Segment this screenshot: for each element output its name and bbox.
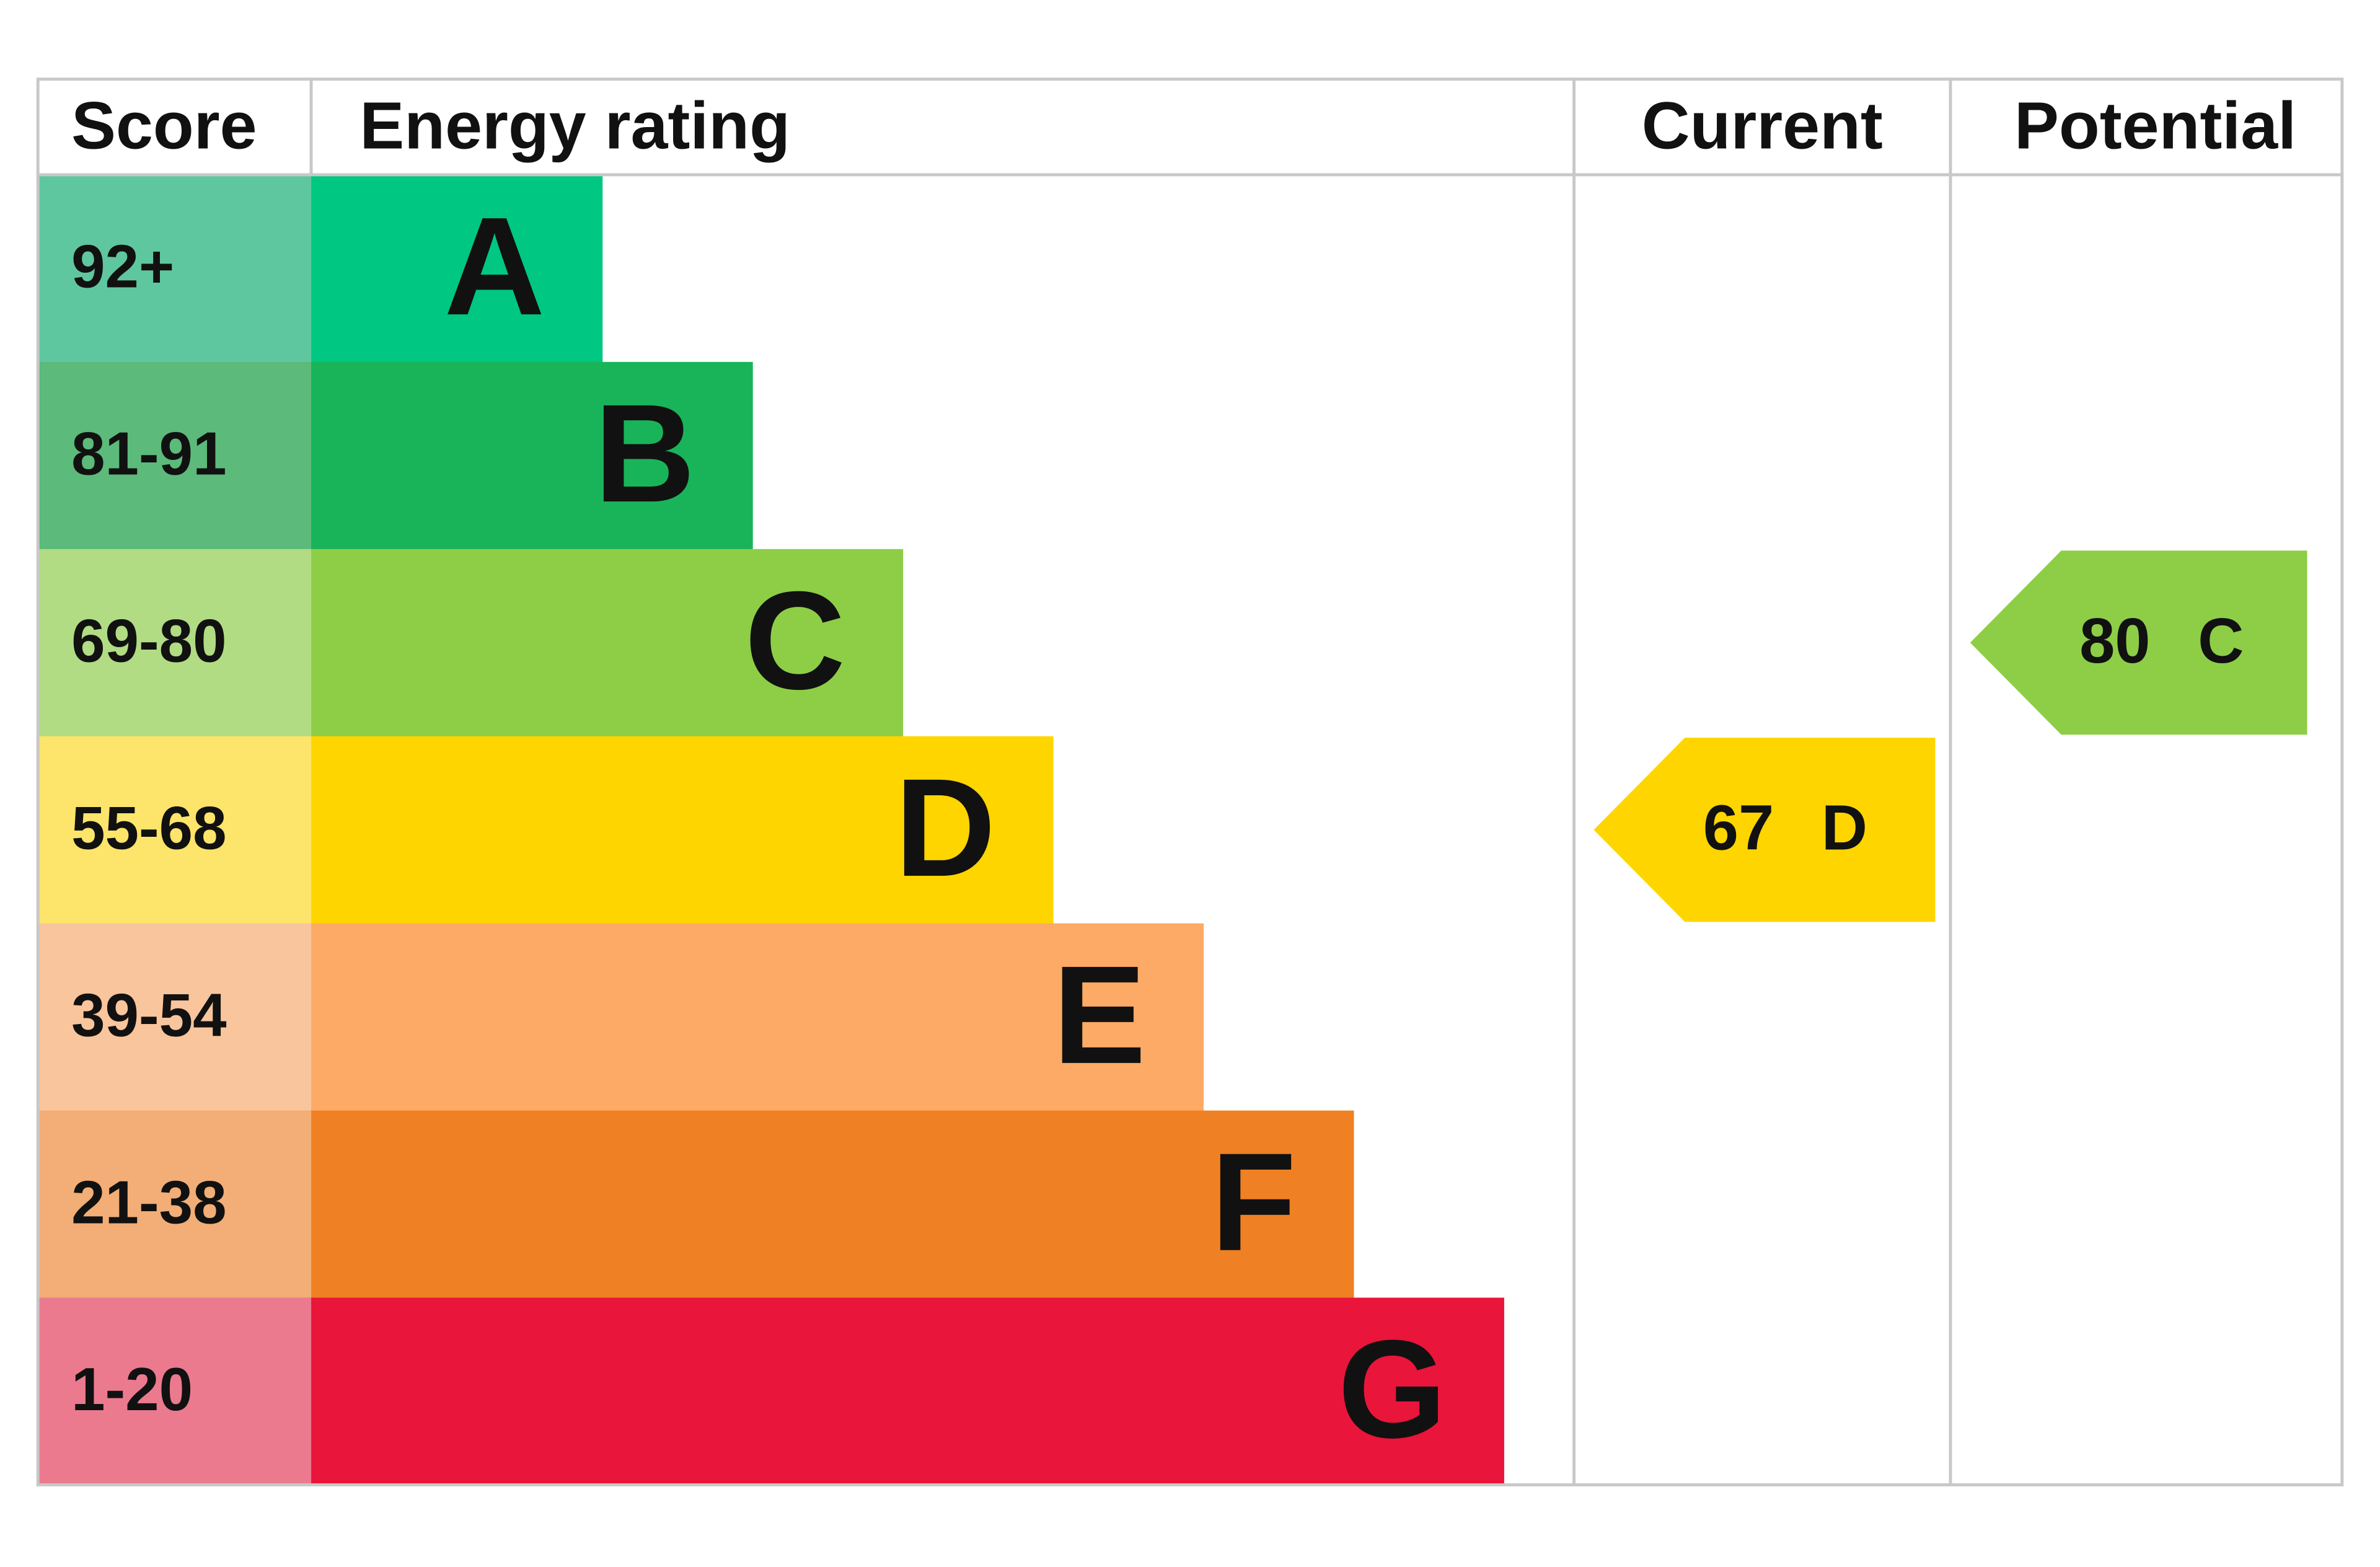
current-arrow <box>1593 738 1936 922</box>
score-range: 1-20 <box>71 1355 193 1423</box>
band-letter: G <box>1338 1311 1447 1467</box>
table-frame <box>36 77 2344 1486</box>
score-cell <box>38 1110 312 1299</box>
potential-arrow <box>1970 550 2307 735</box>
header-potential: Potential <box>2014 87 2296 162</box>
rating-band <box>311 549 904 737</box>
rating-band <box>311 361 753 550</box>
score-cell <box>38 174 312 363</box>
potential-letter: C <box>2198 605 2244 676</box>
current-letter: D <box>1822 792 1867 863</box>
rating-band <box>311 736 1054 924</box>
band-letter: F <box>1211 1124 1297 1280</box>
potential-score: 80 <box>2079 605 2150 676</box>
score-cell <box>38 736 312 924</box>
rating-band <box>311 923 1204 1111</box>
score-range: 81-91 <box>71 420 227 488</box>
band-letter: C <box>744 562 845 718</box>
score-range: 21-38 <box>71 1168 227 1236</box>
table-border <box>36 77 2344 1486</box>
score-cell <box>38 361 312 550</box>
score-range: 92+ <box>71 232 174 301</box>
band-letter: D <box>895 749 996 906</box>
score-range: 55-68 <box>71 793 227 862</box>
current-score: 67 <box>1703 792 1774 863</box>
rating-band <box>311 174 603 363</box>
band-letter: B <box>594 375 695 531</box>
score-cell <box>38 923 312 1111</box>
score-cell <box>38 1297 312 1486</box>
header-current: Current <box>1642 87 1883 162</box>
rating-band <box>311 1297 1504 1486</box>
band-letter: E <box>1053 937 1146 1093</box>
band-letter: A <box>444 188 545 344</box>
score-range: 69-80 <box>71 607 227 675</box>
rating-band <box>311 1110 1354 1299</box>
score-cell <box>38 549 312 737</box>
header-score: Score <box>71 87 257 162</box>
score-range: 39-54 <box>71 981 227 1049</box>
header-rating: Energy rating <box>359 87 790 162</box>
